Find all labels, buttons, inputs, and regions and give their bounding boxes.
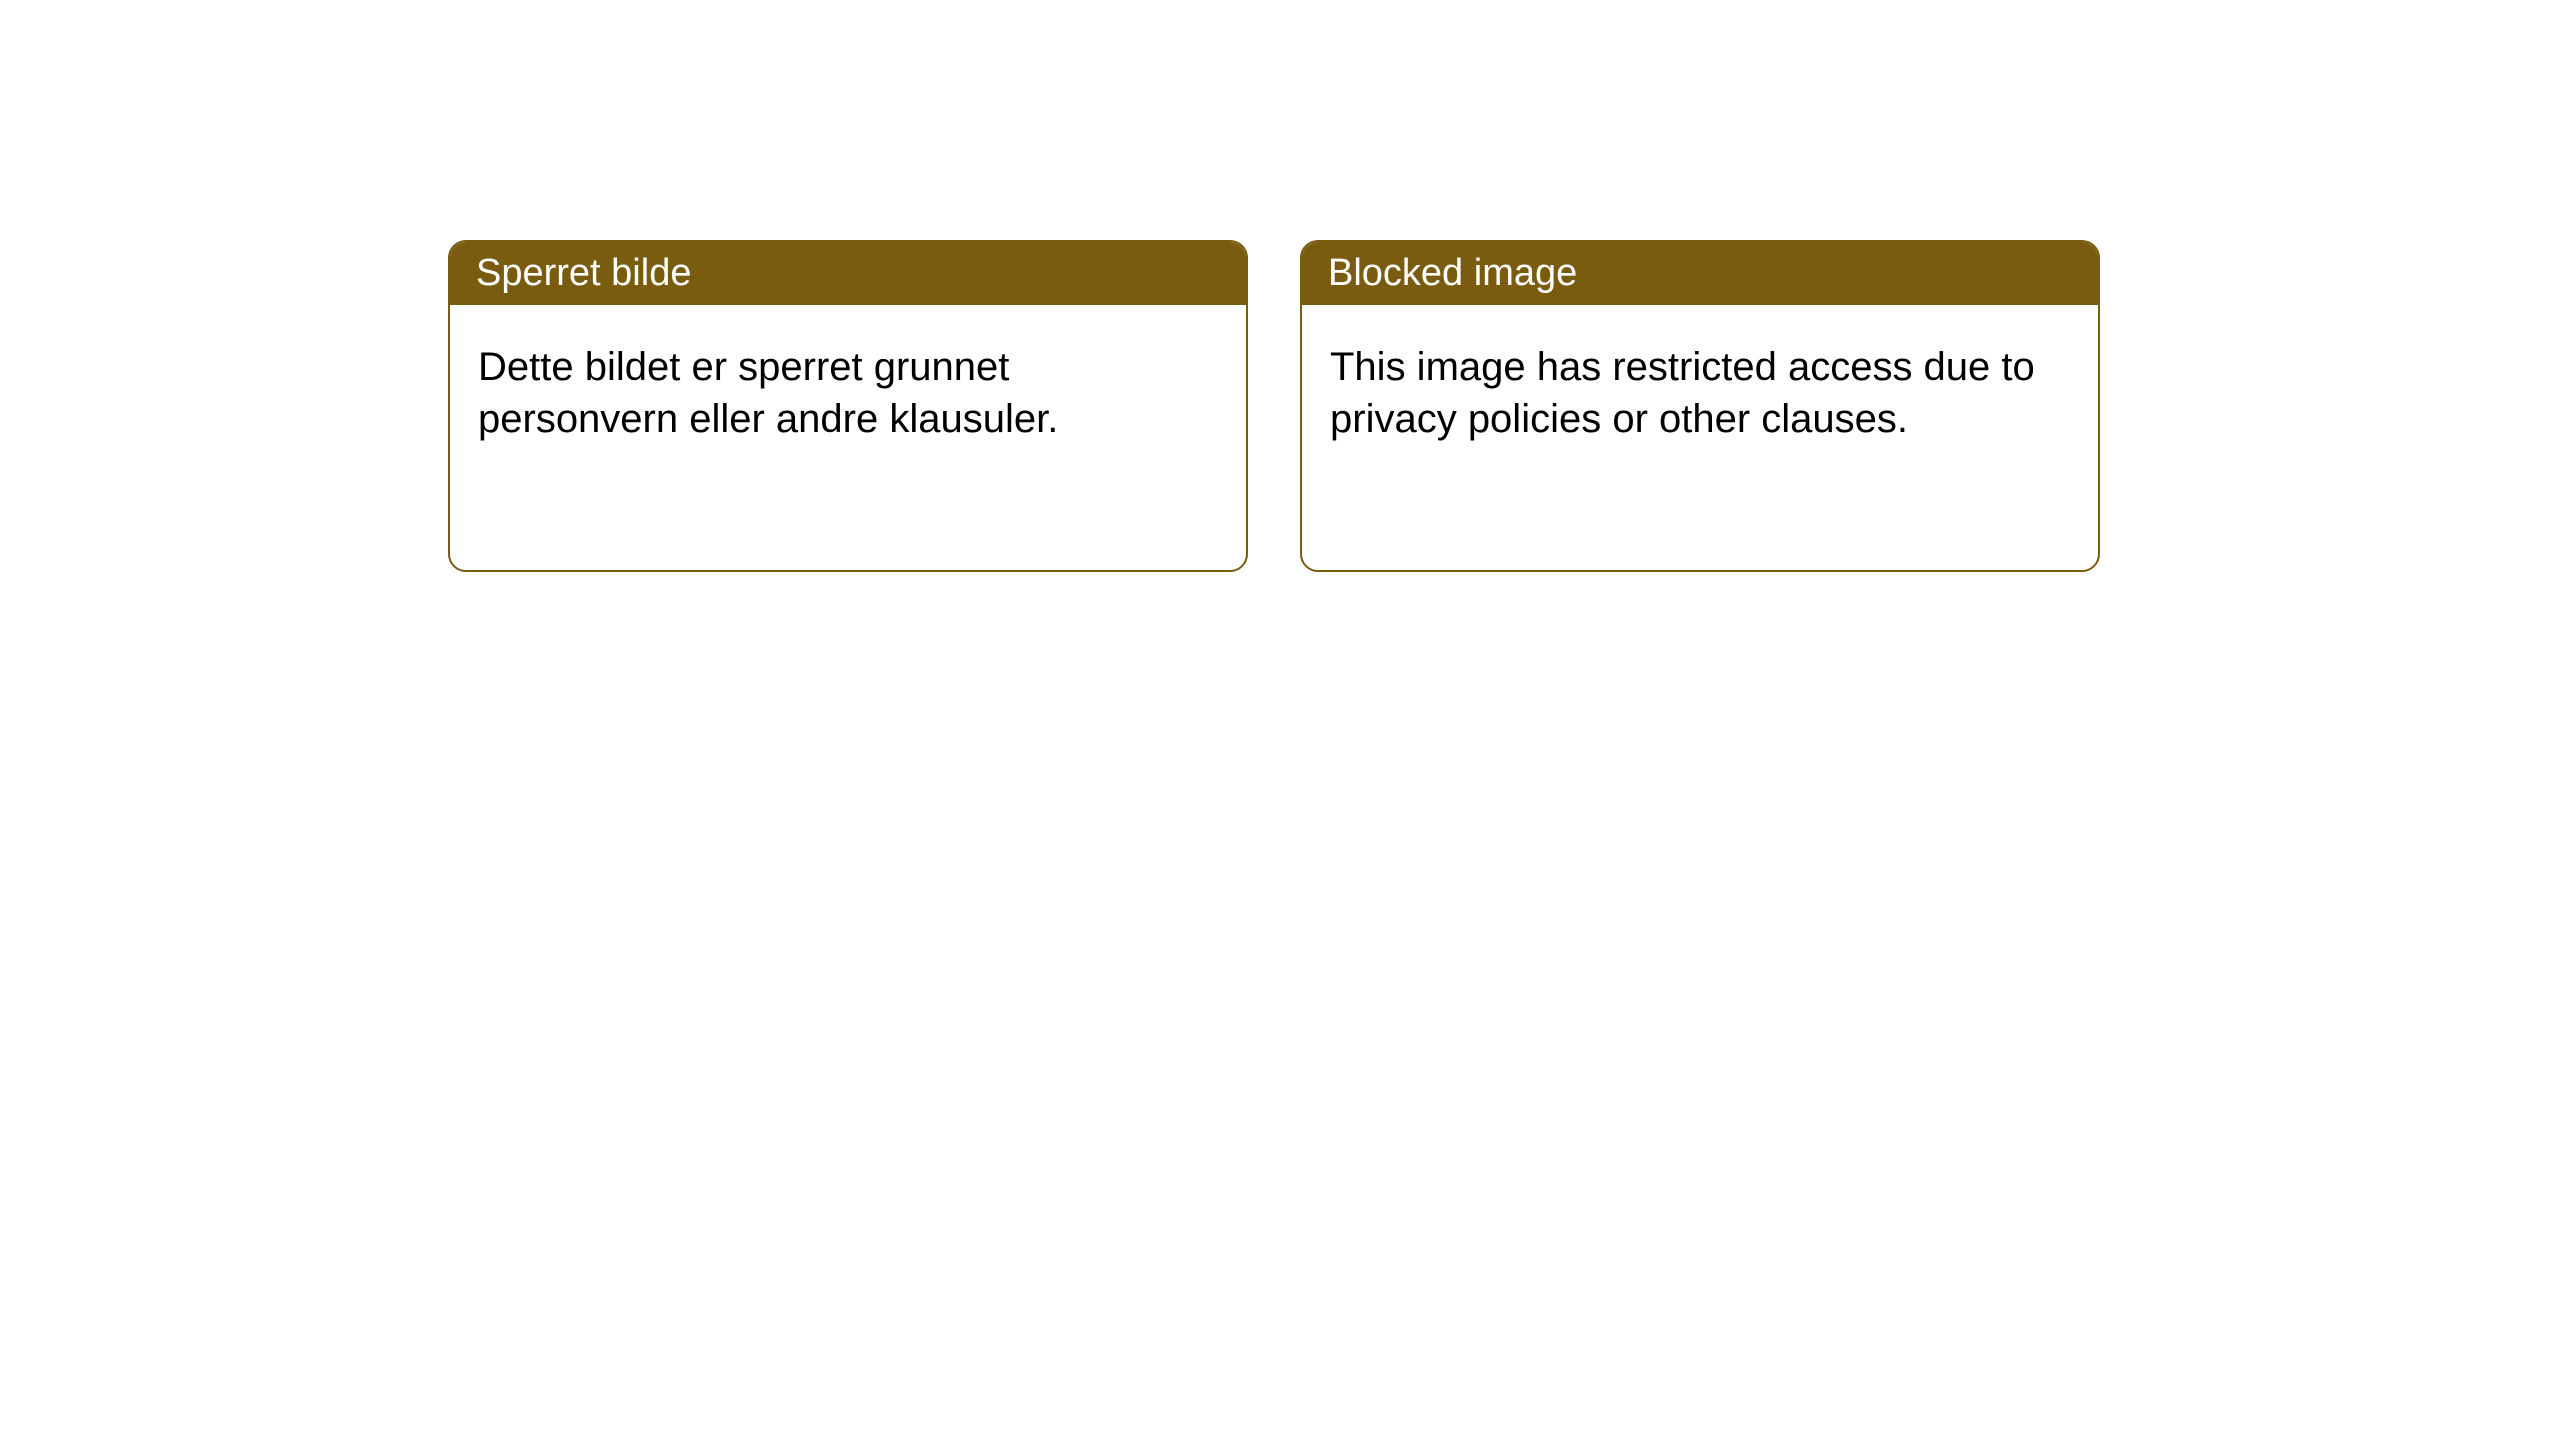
notice-card-english: Blocked image This image has restricted …: [1300, 240, 2100, 572]
card-body-text: This image has restricted access due to …: [1330, 345, 2035, 441]
notice-card-norwegian: Sperret bilde Dette bildet er sperret gr…: [448, 240, 1248, 572]
card-title: Blocked image: [1328, 252, 1577, 294]
card-body: Dette bildet er sperret grunnet personve…: [450, 305, 1246, 481]
card-header: Blocked image: [1302, 242, 2098, 305]
card-body-text: Dette bildet er sperret grunnet personve…: [478, 345, 1058, 441]
card-body: This image has restricted access due to …: [1302, 305, 2098, 481]
card-title: Sperret bilde: [476, 252, 691, 294]
notice-container: Sperret bilde Dette bildet er sperret gr…: [448, 240, 2100, 572]
card-header: Sperret bilde: [450, 242, 1246, 305]
